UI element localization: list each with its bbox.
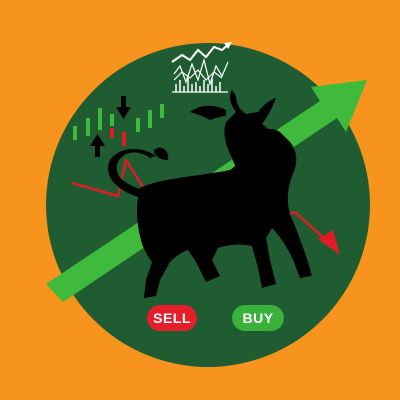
sell-button[interactable]: SELL [147, 305, 197, 331]
arrow-down-icon [116, 96, 131, 119]
mini-chart-icon [171, 42, 232, 93]
arrow-up-icon [90, 134, 105, 157]
candlestick-icon [73, 104, 164, 146]
buy-button[interactable]: BUY [232, 305, 284, 331]
bull-icon [107, 90, 312, 298]
